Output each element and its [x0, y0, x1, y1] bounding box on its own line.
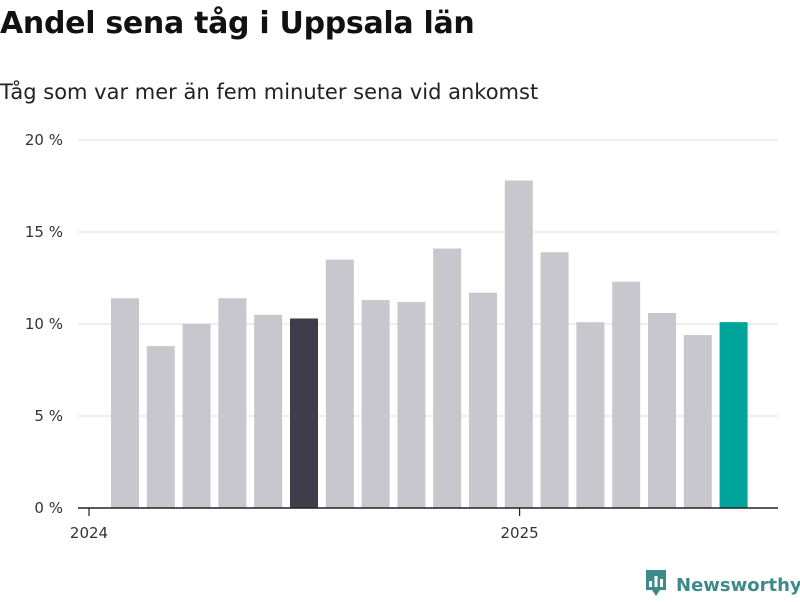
bar — [111, 298, 139, 508]
y-tick-label: 5 % — [34, 407, 63, 425]
y-tick-label: 15 % — [25, 223, 63, 241]
bar — [325, 259, 354, 508]
brand-name: Newsworthy — [676, 574, 800, 596]
y-tick-label: 10 % — [25, 315, 63, 333]
bar-chart: 0 % 5 % 10 % 15 % 20 % 2024 2025 — [25, 131, 778, 542]
bar — [182, 324, 211, 508]
bar — [361, 300, 390, 508]
bar — [397, 301, 426, 508]
y-tick-label: 0 % — [34, 499, 63, 517]
newsworthy-logo: Newsworthy — [644, 568, 800, 602]
bar — [433, 248, 462, 508]
bar — [504, 180, 533, 509]
bar — [254, 314, 283, 508]
bar — [540, 252, 569, 508]
x-tick-label: 2024 — [70, 524, 108, 542]
bar-highlight — [290, 318, 318, 508]
bar — [648, 312, 676, 508]
y-tick-label: 20 % — [25, 131, 63, 149]
bar-latest — [719, 322, 748, 508]
x-tick-label: 2025 — [501, 524, 539, 542]
bar — [218, 298, 247, 508]
bar — [146, 346, 175, 508]
bar — [576, 322, 605, 508]
chart-subtitle: Tåg som var mer än fem minuter sena vid … — [0, 80, 539, 104]
bar — [469, 292, 497, 508]
bar — [683, 335, 712, 508]
bar-chart-bubble-icon — [644, 568, 668, 602]
chart-title: Andel sena tåg i Uppsala län — [0, 6, 475, 41]
bar — [612, 281, 641, 508]
